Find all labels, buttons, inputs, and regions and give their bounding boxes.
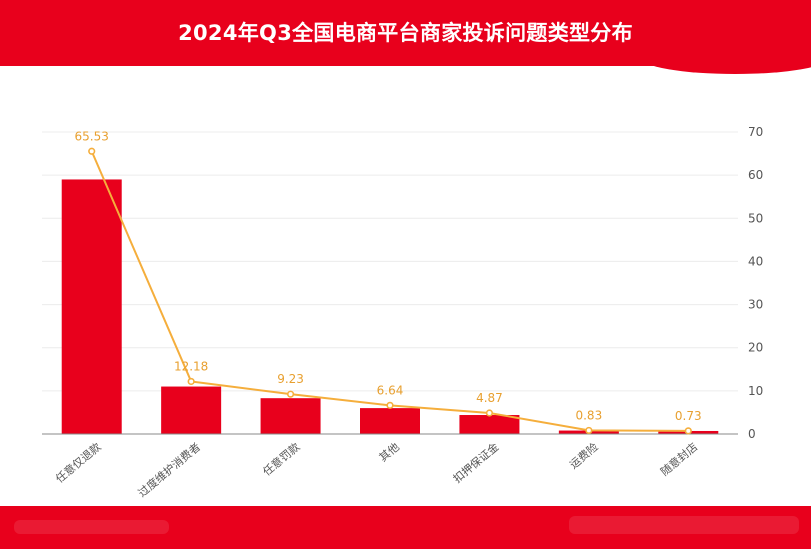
data-label: 4.87 <box>476 391 503 405</box>
x-tick-label: 任意罚款 <box>260 440 303 479</box>
x-tick-label: 运费险 <box>567 440 601 472</box>
header-decoration <box>640 54 811 74</box>
line-point <box>684 427 692 435</box>
data-label: 6.64 <box>377 383 404 397</box>
y-tick-label: 50 <box>748 211 763 225</box>
line-point <box>88 147 96 155</box>
bar <box>459 415 520 434</box>
x-tick-label: 扣押保证金 <box>450 440 501 486</box>
data-label: 0.83 <box>575 408 602 422</box>
line-point <box>187 377 195 386</box>
data-label: 0.73 <box>675 409 702 423</box>
line-point <box>585 426 593 435</box>
data-label: 12.18 <box>174 359 208 373</box>
y-tick-label: 20 <box>748 341 763 355</box>
line-point <box>286 390 295 398</box>
x-tick-label: 过度维护消费者 <box>135 440 203 500</box>
bar-line-chart: 0 10 20 30 40 50 60 70 任意仅退款 过度维护消费者 任意罚款 其他 扣押保证金 运费… <box>42 125 763 500</box>
header-banner: 2024年Q3全国电商平台商家投诉问题类型分布 <box>0 0 811 66</box>
x-tick-label: 任意仅退款 <box>53 440 104 486</box>
y-tick-label: 10 <box>748 384 763 398</box>
y-tick-label: 70 <box>748 125 763 139</box>
y-tick-label: 60 <box>748 168 763 182</box>
bar <box>161 386 222 434</box>
data-label: 9.23 <box>277 372 304 386</box>
footer-blurred-text-right <box>569 516 799 534</box>
line-point <box>386 401 394 409</box>
data-label: 65.53 <box>75 129 109 143</box>
x-tick-label: 随意封店 <box>658 440 701 479</box>
y-tick-label: 40 <box>748 254 763 268</box>
line-point <box>485 409 494 417</box>
y-tick-label: 30 <box>748 298 763 312</box>
x-tick-label: 其他 <box>377 440 402 464</box>
y-tick-label: 0 <box>748 427 756 441</box>
bar <box>260 398 321 434</box>
footer-blurred-text-left <box>14 520 169 534</box>
bar <box>360 408 420 434</box>
bar <box>61 179 122 434</box>
footer-banner <box>0 506 811 549</box>
chart-area: 0 10 20 30 40 50 60 70 任意仅退款 过度维护消费者 任意罚款 其他 扣押保证金 运费… <box>0 66 811 506</box>
chart-title: 2024年Q3全国电商平台商家投诉问题类型分布 <box>178 21 633 45</box>
